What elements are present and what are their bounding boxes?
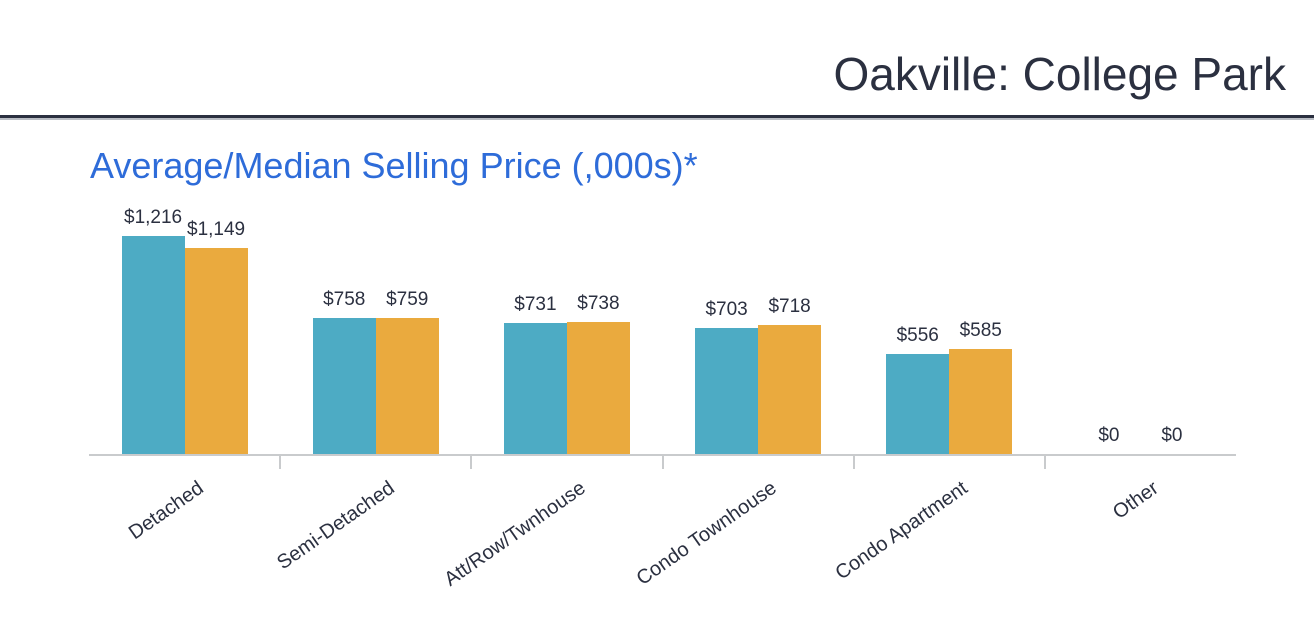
category-label: Condo Apartment — [831, 477, 972, 585]
bar-median — [949, 349, 1013, 454]
value-label-median: $0 — [1161, 425, 1183, 446]
bar-average — [695, 328, 759, 454]
category-label: Att/Row/Twnhouse — [440, 477, 590, 591]
category-label: Other — [1109, 477, 1164, 524]
category-label: Condo Townhouse — [632, 477, 781, 590]
bar-median — [184, 248, 248, 454]
value-label-average: $1,216 — [124, 207, 183, 228]
chart-title: Average/Median Selling Price (,000s)* — [90, 145, 698, 186]
value-label-median: $1,149 — [187, 219, 246, 240]
x-axis-tick — [279, 456, 282, 469]
bar-average — [121, 236, 185, 454]
bar-median — [375, 318, 439, 454]
x-axis-tick — [1043, 456, 1046, 469]
value-label-median: $759 — [386, 289, 429, 310]
bar-average — [503, 323, 567, 454]
bar-average — [312, 318, 376, 454]
x-axis-line — [89, 454, 1237, 456]
x-axis-tick — [661, 456, 664, 469]
category-label: Detached — [124, 477, 208, 545]
page-title: Oakville: College Park — [833, 48, 1286, 100]
x-axis-tick — [852, 456, 855, 469]
value-label-average: $0 — [1098, 425, 1120, 446]
header-divider — [0, 115, 1314, 120]
value-label-average: $703 — [705, 299, 748, 320]
value-label-median: $585 — [959, 320, 1002, 341]
bar-median — [758, 325, 822, 454]
value-label-median: $718 — [768, 296, 811, 317]
category-label: Semi-Detached — [272, 477, 399, 575]
value-label-average: $731 — [514, 294, 557, 315]
value-label-average: $556 — [896, 325, 939, 346]
bar-median — [566, 322, 630, 454]
x-axis-tick — [470, 456, 473, 469]
value-label-average: $758 — [323, 289, 366, 310]
bar-average — [886, 354, 950, 454]
value-label-median: $738 — [577, 293, 620, 314]
